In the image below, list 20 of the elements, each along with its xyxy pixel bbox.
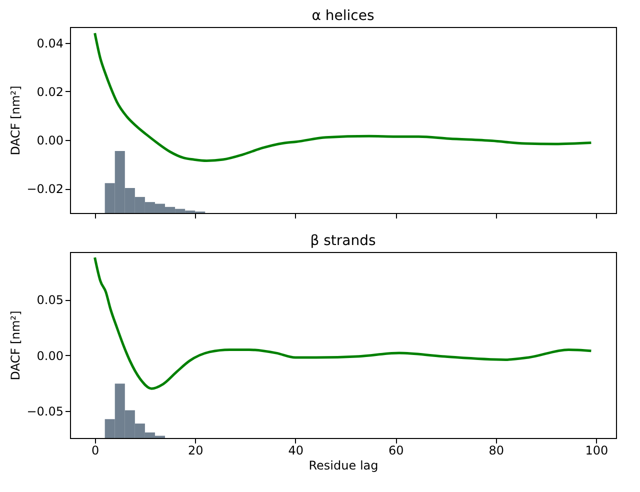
x-tick-label: 100 — [585, 444, 608, 458]
x-tick-label: 40 — [288, 444, 304, 458]
y-axis-title: DACF [nm²] — [8, 86, 23, 156]
y-tick-label: −0.02 — [26, 182, 64, 196]
y-tick-label: −0.05 — [26, 404, 64, 418]
y-axis-title: DACF [nm²] — [8, 310, 23, 380]
line-series — [94, 256, 592, 390]
y-tick-label: 0.00 — [36, 134, 64, 148]
x-tick-label: 60 — [388, 444, 404, 458]
chart-title: β strands — [310, 233, 376, 249]
x-tick-label: 80 — [488, 444, 504, 458]
y-tick-label: 0.02 — [36, 84, 64, 99]
line-series — [94, 32, 592, 162]
x-tick-label: 0 — [92, 444, 100, 458]
x-axis-title: Residue lag — [308, 458, 378, 472]
chart-title: α helices — [312, 8, 374, 24]
y-tick-label: 0.00 — [36, 348, 64, 363]
y-tick-label: 0.04 — [36, 36, 64, 50]
y-tick-label: 0.05 — [36, 293, 64, 308]
x-tick-label: 20 — [188, 444, 204, 458]
